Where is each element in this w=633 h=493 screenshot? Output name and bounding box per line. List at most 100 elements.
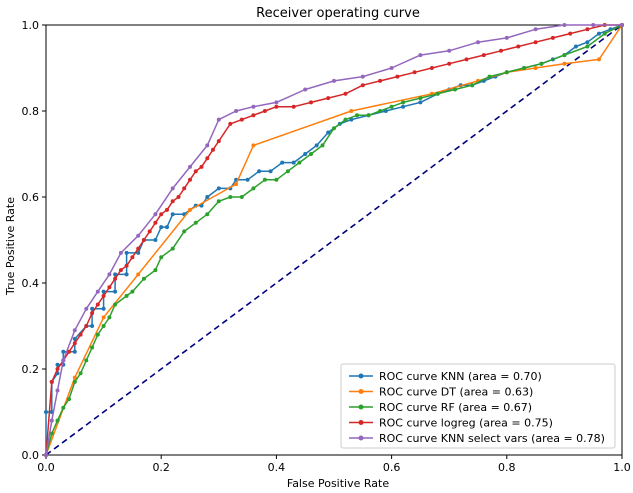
data-point (332, 78, 336, 83)
legend-swatch-marker (358, 373, 364, 379)
data-point (366, 113, 371, 118)
data-point (504, 70, 509, 75)
data-point (205, 212, 210, 217)
data-point (170, 199, 175, 204)
data-point (481, 53, 486, 58)
data-point (401, 100, 406, 105)
data-point (49, 431, 54, 436)
data-point (562, 53, 567, 58)
data-point (257, 169, 262, 174)
data-point (124, 263, 129, 268)
data-point (101, 289, 106, 294)
data-point (130, 289, 135, 294)
x-tick-label: 0.6 (383, 461, 401, 474)
data-point (522, 66, 527, 70)
data-point (95, 302, 100, 307)
data-point (84, 306, 89, 311)
data-point (274, 177, 279, 182)
data-point (159, 255, 164, 260)
x-tick-label: 0.2 (152, 461, 170, 474)
data-point (55, 362, 60, 367)
data-point (303, 87, 308, 92)
data-point (61, 358, 66, 363)
data-point (268, 169, 273, 174)
data-point (251, 104, 256, 109)
data-point (309, 100, 313, 105)
data-point (280, 160, 285, 165)
data-point (90, 311, 95, 316)
data-point (182, 186, 187, 191)
data-point (84, 324, 89, 328)
data-point (326, 130, 331, 135)
data-point (320, 143, 325, 148)
data-point (90, 306, 95, 311)
data-point (55, 388, 60, 393)
data-point (78, 332, 83, 337)
data-point (602, 31, 607, 36)
chart-title: Receiver operating curve (256, 6, 420, 21)
data-point (72, 379, 77, 384)
data-point (585, 40, 590, 45)
data-point (188, 177, 192, 182)
data-point (349, 109, 354, 113)
legend-swatch-marker (358, 420, 364, 425)
data-point (95, 289, 100, 294)
data-point (182, 229, 187, 234)
data-point (447, 48, 452, 53)
data-point (435, 91, 440, 96)
data-point (401, 104, 406, 109)
x-tick-label: 0.0 (37, 461, 55, 474)
data-point (499, 48, 503, 53)
data-point (516, 44, 521, 49)
data-point (90, 345, 95, 350)
data-point (332, 126, 336, 131)
data-point (107, 315, 112, 320)
data-point (216, 199, 221, 204)
data-point (429, 66, 434, 70)
legend-swatch-marker (358, 435, 364, 441)
data-point (234, 182, 239, 187)
data-point (118, 250, 123, 255)
data-point (251, 143, 256, 148)
data-point (84, 358, 89, 363)
data-point (314, 143, 319, 148)
data-point (141, 238, 146, 242)
x-tick-label: 0.4 (268, 461, 286, 474)
legend: ROC curve KNN (area = 0.70) ROC curve DT … (340, 363, 616, 449)
data-point (107, 272, 112, 277)
plot-frame (45, 24, 623, 456)
y-tick-label: 0.8 (22, 105, 40, 118)
data-point (205, 195, 210, 199)
data-point (153, 238, 158, 242)
legend-swatch-marker (358, 389, 364, 394)
data-point (550, 35, 555, 40)
plot-area: 0.0 0.2 0.4 0.6 0.8 1.0 0.0 0.2 0.4 0.6 0.8 1.0 ROC … (22, 19, 631, 474)
data-point (101, 315, 106, 320)
data-point (378, 109, 383, 113)
data-point (165, 207, 169, 212)
y-axis-label: True Positive Rate (4, 197, 17, 296)
data-point (355, 113, 359, 118)
legend-swatch-marker (358, 404, 364, 410)
legend-box (340, 363, 616, 449)
data-point (72, 341, 77, 346)
data-point (274, 100, 279, 105)
data-point (245, 177, 250, 182)
data-point (176, 195, 181, 199)
data-point (343, 117, 348, 122)
data-point (159, 225, 164, 230)
data-point (107, 285, 112, 290)
data-point (297, 160, 302, 165)
data-point (101, 306, 106, 311)
data-point (239, 117, 244, 122)
data-point (72, 375, 77, 380)
data-point (55, 418, 60, 423)
data-point (251, 113, 256, 118)
legend-entry: ROC curve DT (area = 0.63) (379, 386, 533, 399)
data-point (389, 104, 394, 109)
data-point (188, 164, 192, 169)
x-tick-label: 1.0 (613, 461, 631, 474)
data-point (360, 74, 365, 79)
data-point (476, 40, 480, 45)
